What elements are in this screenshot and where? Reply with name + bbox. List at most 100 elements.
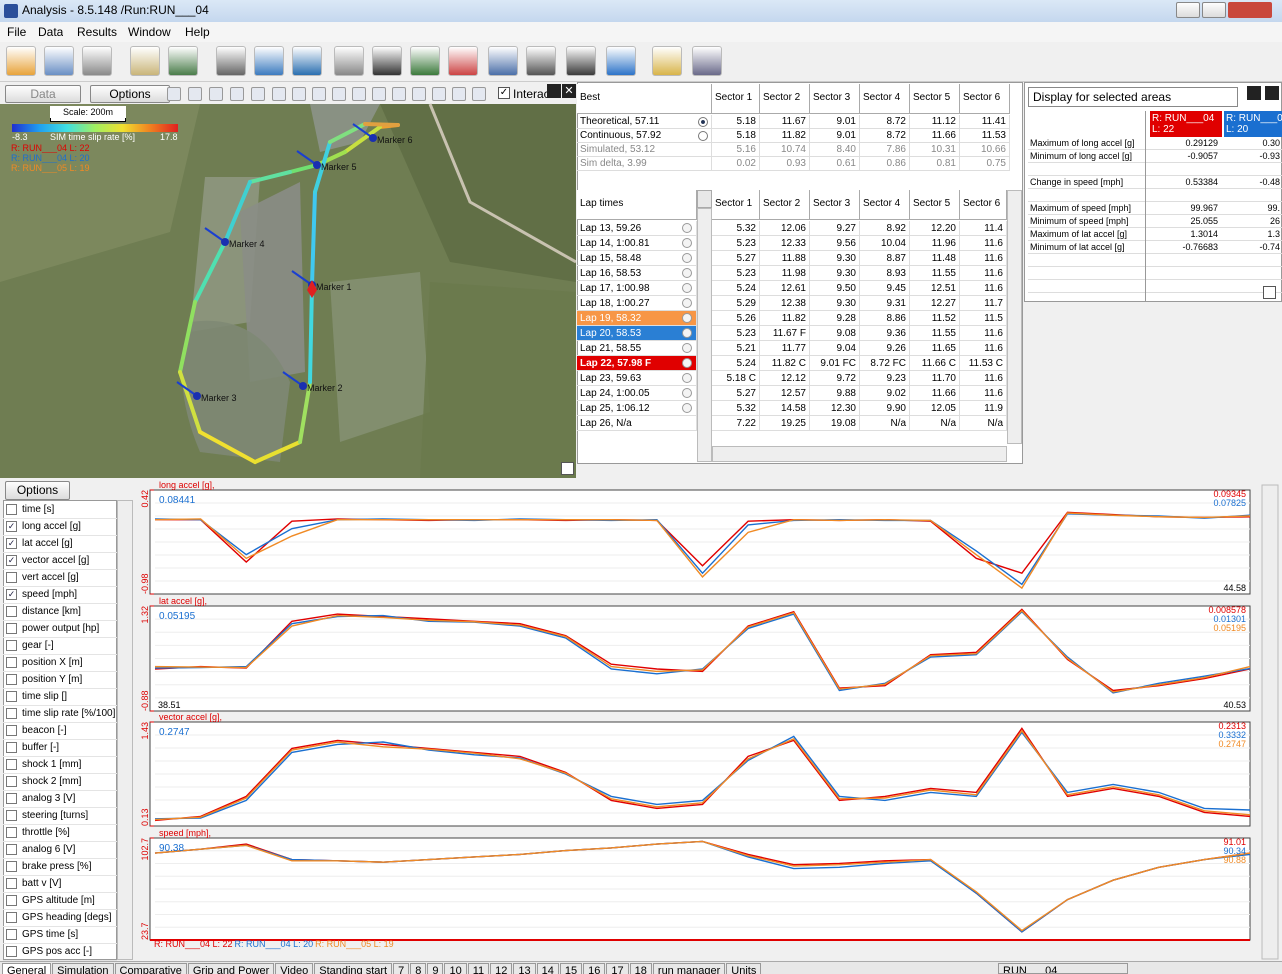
map-tool[interactable] (209, 87, 223, 101)
channel-label[interactable]: time slip [] (22, 691, 68, 702)
channel-label[interactable]: GPS altitude [m] (22, 895, 95, 906)
channel-checkbox[interactable] (6, 810, 17, 821)
tab[interactable]: 10 (444, 963, 467, 974)
toolbar-button[interactable] (254, 46, 284, 76)
channel-checkbox[interactable] (6, 725, 17, 736)
tab[interactable]: 7 (393, 963, 410, 974)
radio[interactable] (682, 403, 692, 413)
toolbar-button[interactable] (526, 46, 556, 76)
map-tab[interactable]: Options (90, 85, 170, 103)
menu-item[interactable]: File (7, 25, 27, 39)
channel-label[interactable]: speed [mph] (22, 589, 78, 600)
resize-grip[interactable] (561, 462, 574, 475)
channel-label[interactable]: position Y [m] (22, 674, 83, 685)
lap-label[interactable]: Lap 24, 1:00.05 (577, 386, 697, 401)
map-tool[interactable] (452, 87, 466, 101)
radio[interactable] (682, 373, 692, 383)
lap-label[interactable]: Lap 17, 1:00.98 (577, 281, 697, 296)
radio[interactable] (698, 131, 708, 141)
channel-label[interactable]: long accel [g] (22, 521, 81, 532)
toolbar-button[interactable] (292, 46, 322, 76)
channel-label[interactable]: analog 3 [V] (22, 793, 76, 804)
menu-item[interactable]: Data (38, 25, 64, 39)
toolbar-button[interactable] (606, 46, 636, 76)
channel-checkbox[interactable] (6, 623, 17, 634)
radio[interactable] (682, 223, 692, 233)
channel-label[interactable]: shock 1 [mm] (22, 759, 82, 770)
channel-checkbox[interactable] (6, 759, 17, 770)
map-tool[interactable] (251, 87, 265, 101)
map-tool[interactable] (272, 87, 286, 101)
maximize-button[interactable] (1202, 2, 1226, 18)
list-scrollbar[interactable] (697, 208, 712, 462)
radio[interactable] (682, 238, 692, 248)
interact-checkbox[interactable]: ✓ (498, 87, 510, 99)
lap-label[interactable]: Lap 16, 58.53 (577, 266, 697, 281)
radio[interactable] (682, 388, 692, 398)
lap-label[interactable]: Lap 21, 58.55 (577, 341, 697, 356)
toolbar-button[interactable] (130, 46, 160, 76)
tab[interactable]: run manager (652, 963, 726, 974)
display-selector[interactable]: Display for selected areas (1028, 87, 1238, 107)
toolbar-button[interactable] (692, 46, 722, 76)
channel-label[interactable]: GPS pos acc [-] (22, 946, 93, 957)
tab[interactable]: 18 (629, 963, 652, 974)
channel-label[interactable]: time [s] (22, 504, 55, 515)
channel-label[interactable]: batt v [V] (22, 878, 62, 889)
tab[interactable]: 12 (490, 963, 513, 974)
map-tool[interactable] (167, 87, 181, 101)
radio[interactable] (682, 298, 692, 308)
minimize-button[interactable] (1176, 2, 1200, 18)
channel-label[interactable]: time slip rate [%/100] (22, 708, 116, 719)
tab[interactable]: Units (726, 963, 762, 974)
channel-checkbox[interactable] (6, 606, 17, 617)
lap-label[interactable]: Lap 14, 1:00.81 (577, 236, 697, 251)
channel-label[interactable]: distance [km] (22, 606, 81, 617)
resize-grip[interactable] (1263, 286, 1276, 299)
tab[interactable]: Standing start (314, 963, 393, 974)
channel-label[interactable]: vector accel [g] (22, 555, 90, 566)
tab[interactable]: 15 (559, 963, 583, 974)
lap-label[interactable]: Lap 15, 58.48 (577, 251, 697, 266)
channel-label[interactable]: vert accel [g] (22, 572, 79, 583)
tab[interactable]: 17 (606, 963, 629, 974)
radio[interactable] (682, 328, 692, 338)
menu-item[interactable]: Help (185, 25, 210, 39)
toolbar-button[interactable] (334, 46, 364, 76)
toolbar-button[interactable] (216, 46, 246, 76)
toolbar-button[interactable] (372, 46, 402, 76)
tab[interactable]: 14 (536, 963, 559, 974)
toolbar-button[interactable] (488, 46, 518, 76)
channel-checkbox[interactable] (6, 691, 17, 702)
map-tool[interactable] (412, 87, 426, 101)
toolbar-button[interactable] (82, 46, 112, 76)
channel-label[interactable]: brake press [%] (22, 861, 92, 872)
channel-checkbox[interactable] (6, 776, 17, 787)
channel-label[interactable]: GPS time [s] (22, 929, 79, 940)
channel-label[interactable]: position X [m] (22, 657, 83, 668)
lap-label[interactable]: Lap 26, N/a (577, 416, 697, 431)
close-button[interactable] (1228, 2, 1272, 18)
tab[interactable]: 11 (467, 963, 490, 974)
channel-checkbox[interactable]: ✓ (6, 589, 17, 600)
toolbar-button[interactable] (44, 46, 74, 76)
channel-checkbox[interactable] (6, 827, 17, 838)
map-tool[interactable] (392, 87, 406, 101)
lap-label[interactable]: Lap 25, 1:06.12 (577, 401, 697, 416)
map-tool[interactable] (352, 87, 366, 101)
channel-checkbox[interactable] (6, 674, 17, 685)
radio[interactable] (682, 253, 692, 263)
toolbar-button[interactable] (6, 46, 36, 76)
tab[interactable]: Comparative (114, 963, 187, 974)
toolbar-button[interactable] (566, 46, 596, 76)
channel-checkbox[interactable] (6, 708, 17, 719)
channel-checkbox[interactable] (6, 861, 17, 872)
lap-label[interactable]: Lap 23, 59.63 (577, 371, 697, 386)
lap-label[interactable]: Lap 18, 1:00.27 (577, 296, 697, 311)
radio[interactable] (682, 283, 692, 293)
menu-item[interactable]: Results (77, 25, 118, 39)
toolbar-button[interactable] (410, 46, 440, 76)
toolbar-button[interactable] (448, 46, 478, 76)
channel-label[interactable]: power output [hp] (22, 623, 100, 634)
channel-checkbox[interactable] (6, 742, 17, 753)
